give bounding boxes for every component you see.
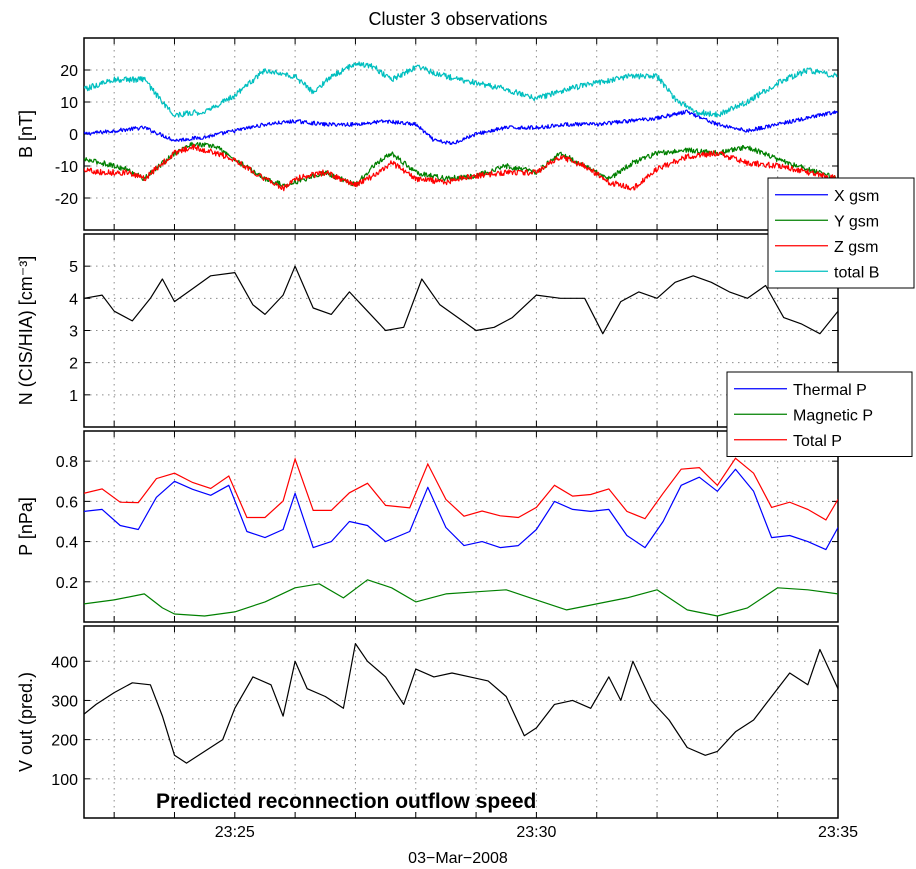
y-tick-label: 0.6: [56, 494, 78, 511]
x-tick-label: 23:30: [516, 824, 556, 841]
series-group: [84, 457, 838, 617]
panel-frame: [83, 233, 839, 428]
y-tick-label: 0.4: [56, 535, 78, 552]
y-tick-label: 4: [69, 291, 78, 308]
panel-frame: [83, 625, 839, 819]
x-axis: 23:25 23:30 23:35: [215, 824, 858, 841]
series-line-2: [84, 579, 838, 617]
y-axis-label: N (CIS/HIA) [cm⁻³]: [16, 256, 36, 406]
legend-label: Thermal P: [793, 382, 867, 399]
y-tick-label: 5: [69, 259, 78, 276]
x-axis-date-label: 03−Mar−2008: [408, 850, 508, 867]
chart-title: Cluster 3 observations: [368, 9, 547, 29]
y-axis-label: P [nPa]: [16, 497, 36, 556]
y-axis-label: V out (pred.): [16, 672, 36, 772]
series-line-1: [84, 468, 838, 551]
legend-label: Total P: [793, 433, 842, 450]
legend-label: total B: [834, 264, 879, 281]
y-tick-label: 3: [69, 324, 78, 341]
panel-frame: [83, 430, 839, 623]
y-tick-label: 0: [69, 127, 78, 144]
series-line-1: [84, 643, 838, 764]
series-line-3: [84, 143, 838, 192]
panels-group: -20 -10 0 10 20 B [nT] 1 2 3 4 5 N (CIS/HIA) [cm⁻³]…: [16, 37, 915, 819]
y-tick-label: 0.8: [56, 454, 78, 471]
x-tick-label: 23:35: [818, 824, 858, 841]
legend-box: [767, 177, 915, 289]
panel-2: 1 2 3 4 5 N (CIS/HIA) [cm⁻³]: [16, 233, 839, 428]
y-tick-label: 100: [51, 772, 78, 789]
y-tick-label: 20: [60, 63, 78, 80]
y-tick-label: 1: [69, 388, 78, 405]
legend-label: Magnetic P: [793, 407, 873, 424]
legend-label: Z gsm: [834, 239, 878, 256]
y-tick-label: -10: [55, 159, 78, 176]
panel-4: 100 200 300 400 V out (pred.) Predicted recon…: [16, 625, 839, 819]
series-line-total: [84, 457, 838, 521]
panel-1: -20 -10 0 10 20 B [nT]: [16, 37, 839, 231]
y-tick-label: 10: [60, 95, 78, 112]
series-line-1: [84, 109, 838, 145]
y-tick-label: 200: [51, 733, 78, 750]
series-group: [84, 643, 838, 764]
x-tick-label: 23:25: [215, 824, 255, 841]
series-group: [84, 265, 838, 335]
y-tick-label: 300: [51, 693, 78, 710]
panel-3: 0.2 0.4 0.6 0.8 P [nPa]: [16, 430, 839, 623]
y-tick-label: 2: [69, 356, 78, 373]
panel-frame: [83, 37, 839, 231]
legend-label: X gsm: [834, 188, 879, 205]
series-line-4: [84, 61, 838, 118]
legend-label: Y gsm: [834, 213, 879, 230]
y-tick-label: 0.2: [56, 575, 78, 592]
series-group: [84, 61, 838, 192]
y-axis-label: B [nT]: [16, 110, 36, 158]
legend-panel-3: Thermal P Magnetic P Total P: [726, 371, 913, 457]
legend-panel-1: X gsm Y gsm Z gsm total B: [767, 177, 915, 289]
y-tick-label: -20: [55, 191, 78, 208]
chart-annotation: Predicted reconnection outflow speed: [156, 790, 536, 813]
series-line-1: [84, 265, 838, 335]
y-tick-label: 400: [51, 654, 78, 671]
